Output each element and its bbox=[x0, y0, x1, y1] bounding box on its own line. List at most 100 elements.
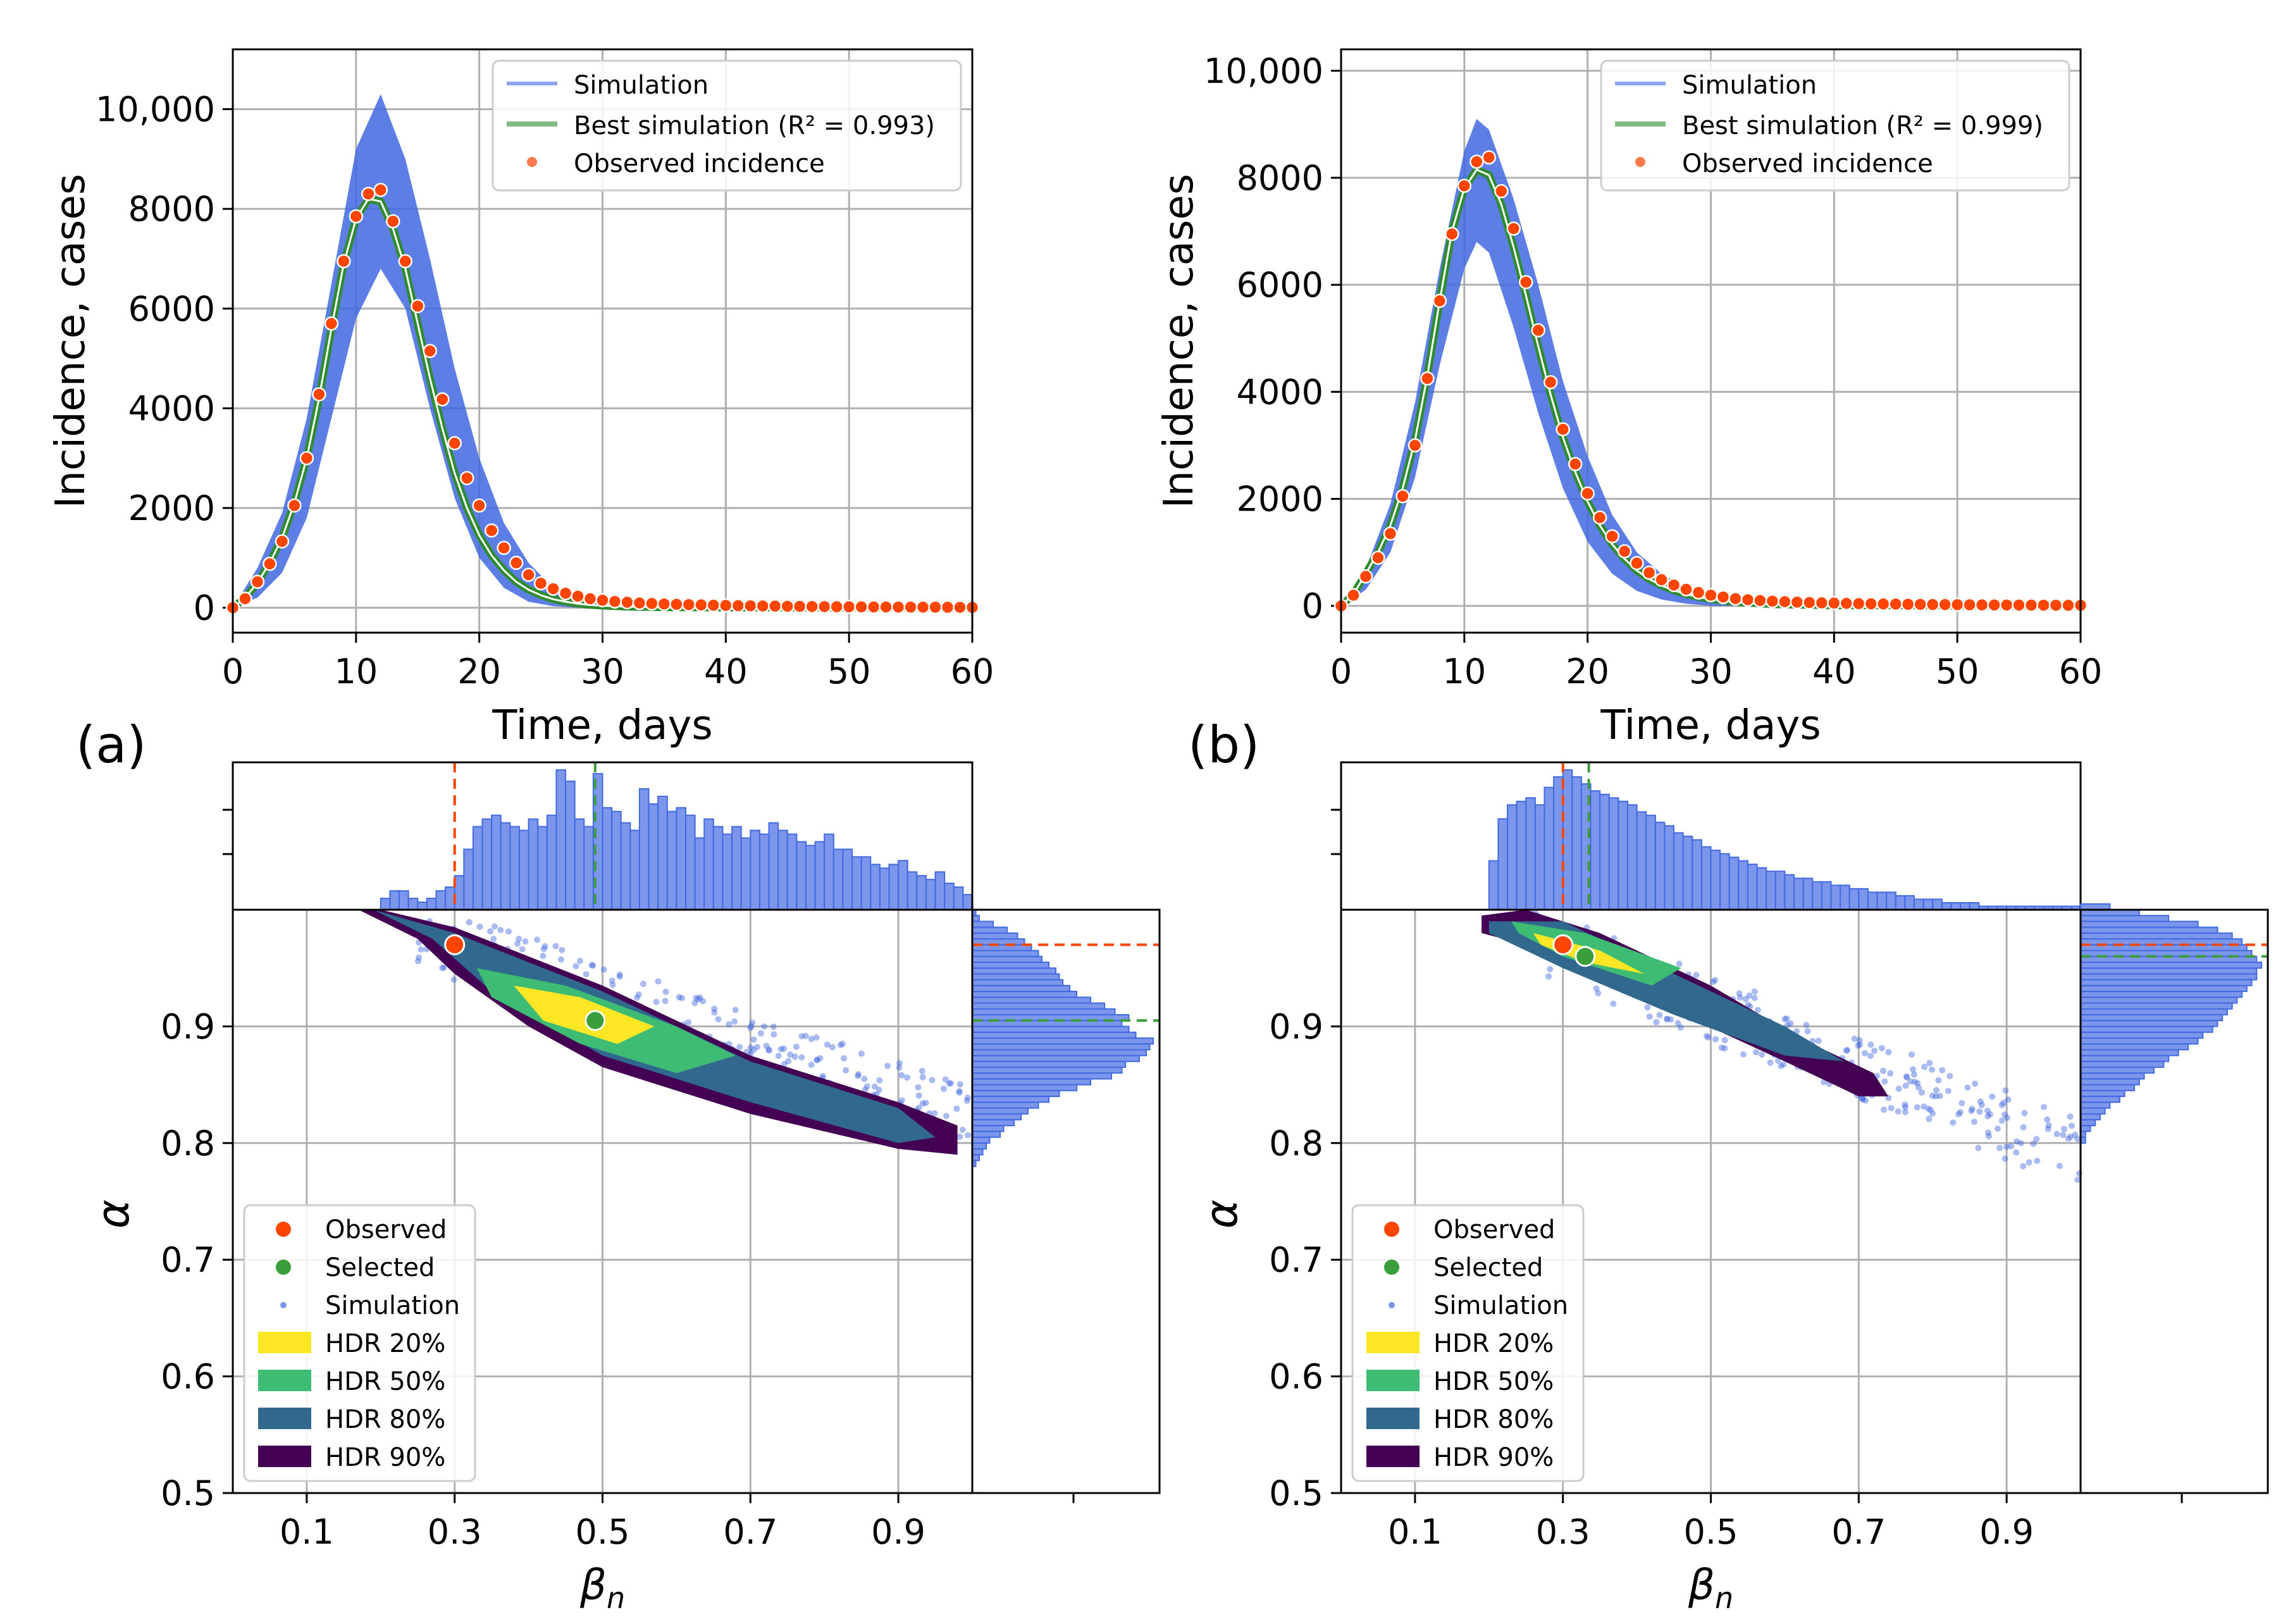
simulation-point bbox=[1888, 1105, 1895, 1112]
simulation-point bbox=[1976, 1108, 1983, 1115]
simulation-point bbox=[491, 923, 498, 930]
simulation-point bbox=[855, 1072, 862, 1079]
simulation-point bbox=[711, 1009, 718, 1016]
marginal-x-bar bbox=[1488, 860, 1499, 911]
simulation-point bbox=[798, 1033, 805, 1040]
simulation-point bbox=[552, 943, 559, 950]
simulation-point bbox=[1881, 1078, 1888, 1085]
observed-point bbox=[509, 555, 524, 570]
marginal-y-bar bbox=[972, 1125, 1005, 1132]
marginal-x-bar bbox=[463, 848, 474, 910]
observed-point bbox=[817, 599, 832, 614]
simulation-point bbox=[1945, 1088, 1952, 1094]
legend-label: HDR 20% bbox=[1433, 1329, 1554, 1358]
observed-point bbox=[447, 436, 462, 450]
simulation-point bbox=[1705, 1034, 1712, 1041]
legend-simulation-swatch bbox=[1389, 1302, 1395, 1308]
axes-frame bbox=[1340, 48, 2082, 634]
marginal-y-frame bbox=[971, 908, 1161, 1494]
simulation-point bbox=[1902, 1108, 1909, 1115]
simulation-point bbox=[736, 1044, 743, 1051]
simulation-point bbox=[1610, 1000, 1617, 1007]
marginal-y-bar bbox=[972, 967, 1056, 975]
marginal-x-bar bbox=[555, 769, 567, 910]
simulation-point bbox=[1783, 1015, 1790, 1022]
simulation-point bbox=[922, 1100, 929, 1106]
legend-label: Observed bbox=[1433, 1215, 1555, 1244]
observed-point bbox=[719, 598, 733, 613]
y-axis-label: Incidence, cases bbox=[47, 174, 94, 509]
simulation-point bbox=[1895, 1108, 1902, 1115]
simulation-point bbox=[1998, 1101, 2005, 1108]
x-tick-label: 20 bbox=[1566, 652, 1609, 691]
simulation-point bbox=[757, 1030, 764, 1037]
y-tick-label: 6000 bbox=[128, 289, 215, 329]
simulation-point bbox=[2056, 1163, 2063, 1170]
marginal-y-bar bbox=[2080, 1084, 2136, 1091]
observed-point bbox=[435, 392, 450, 407]
simulation-point bbox=[1978, 1101, 1985, 1108]
observed-point bbox=[706, 598, 721, 612]
simulation-point bbox=[1975, 1144, 1982, 1151]
marginal-x-bar bbox=[1562, 769, 1573, 910]
marginal-x-bar bbox=[380, 898, 391, 910]
simulation-point bbox=[915, 1084, 922, 1091]
simulation-point bbox=[896, 1064, 903, 1071]
simulation-point bbox=[416, 954, 423, 961]
marginal-y-bar bbox=[972, 984, 1070, 993]
simulation-point bbox=[1859, 1095, 1866, 1102]
simulation-point bbox=[1914, 1104, 1921, 1111]
simulation-point bbox=[1871, 1047, 1878, 1054]
marginal-y-bar bbox=[972, 1131, 1001, 1138]
observed-point bbox=[546, 581, 560, 596]
simulation-point bbox=[802, 1032, 809, 1039]
marginal-x-bar bbox=[638, 788, 650, 910]
x-axis-label: βn bbox=[579, 1561, 625, 1615]
marginal-y-bar bbox=[2080, 996, 2238, 1004]
y-tick-label: 8000 bbox=[1237, 158, 1323, 198]
simulation-point bbox=[1926, 1115, 1933, 1122]
simulation-point bbox=[1844, 1047, 1851, 1054]
simulation-point bbox=[781, 1045, 788, 1052]
observed-point bbox=[657, 597, 672, 611]
x-tick-label: 40 bbox=[1812, 652, 1856, 691]
observed-point bbox=[361, 187, 376, 201]
observed-point bbox=[1395, 489, 1410, 504]
marginal-x-bar bbox=[1784, 874, 1795, 910]
simulation-point bbox=[534, 936, 541, 943]
simulation-point bbox=[1985, 1133, 1992, 1140]
marginal-x-bar bbox=[1608, 797, 1619, 910]
observed-point bbox=[1543, 375, 1558, 390]
simulation-point bbox=[557, 956, 564, 963]
marginal-y-bar bbox=[2080, 991, 2243, 998]
simulation-point bbox=[466, 919, 473, 926]
simulation-point bbox=[1915, 1084, 1922, 1091]
marginal-x-bar bbox=[750, 829, 760, 911]
simulation-point bbox=[1903, 1073, 1910, 1080]
marginal-x-bar bbox=[1497, 818, 1509, 910]
marginal-x-bar bbox=[694, 837, 705, 911]
observed-point bbox=[1728, 592, 1743, 606]
simulation-point bbox=[1921, 1063, 1928, 1070]
marginal-x-bar bbox=[1840, 884, 1850, 910]
simulation-point bbox=[931, 1110, 938, 1117]
marginal-x-bar bbox=[1848, 888, 1860, 910]
legend-label: Simulation bbox=[574, 71, 708, 100]
y-axis-label: Incidence, cases bbox=[1156, 174, 1203, 509]
marginal-y-bar bbox=[972, 1089, 1060, 1098]
x-tick-label: 10 bbox=[1442, 652, 1486, 691]
simulation-point bbox=[1663, 1015, 1670, 1022]
simulation-point bbox=[1910, 1071, 1917, 1078]
observed-point bbox=[768, 598, 783, 614]
observed-point bbox=[1617, 544, 1632, 559]
marginal-x-bar bbox=[509, 826, 520, 911]
marginal-y-bar bbox=[972, 1049, 1147, 1057]
simulation-point bbox=[1968, 1107, 1975, 1114]
observed-point bbox=[1494, 183, 1509, 199]
marginal-y-bar bbox=[972, 1107, 1029, 1115]
marginal-x-bar bbox=[472, 826, 483, 911]
simulation-point bbox=[1736, 990, 1743, 997]
simulation-point bbox=[940, 1085, 947, 1092]
simulation-point bbox=[1902, 1082, 1909, 1089]
